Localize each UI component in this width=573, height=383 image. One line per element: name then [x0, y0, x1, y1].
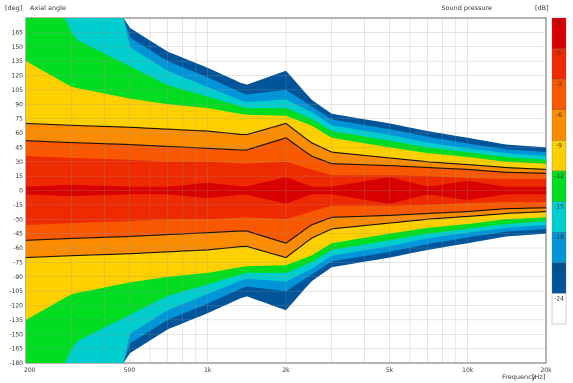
y-tick-label: 120 [12, 73, 24, 80]
y-tick-label: 0 [19, 188, 23, 195]
y-tick-label: 135 [12, 58, 24, 65]
colorbar-label: -24 [554, 295, 564, 302]
y-axis-title: Axial angle [30, 4, 66, 12]
y-tick-label: -30 [13, 216, 23, 223]
y-tick-label: -180 [9, 360, 23, 367]
y-tick-label: -120 [9, 303, 23, 310]
colorbar-label: 3 [557, 20, 561, 27]
x-axis-title: Frequency [502, 373, 536, 381]
x-tick-label: 200 [24, 367, 36, 374]
y-tick-label: 45 [15, 144, 23, 151]
y-tick-label: 15 [15, 173, 23, 180]
colorbar-label: 0 [557, 51, 561, 58]
y-tick-label: -15 [13, 202, 23, 209]
y-tick-label: 90 [15, 101, 23, 108]
y-axis-ticks: 1651501351201059075604530150-15-30-45-60… [9, 29, 23, 367]
y-tick-label: 60 [15, 130, 23, 137]
y-tick-label: -60 [13, 245, 23, 252]
y-tick-label: -150 [9, 331, 23, 338]
x-tick-label: 20k [540, 367, 552, 374]
y-tick-label: -75 [13, 259, 23, 266]
colorbar-label: -3 [556, 81, 562, 88]
y-tick-label: 150 [12, 44, 24, 51]
y-tick-label: -165 [9, 346, 23, 353]
colorbar-swatch [551, 293, 567, 325]
colorbar-title: Sound pressure [441, 4, 492, 12]
y-tick-label: 165 [12, 29, 24, 36]
y-tick-label: -105 [9, 288, 23, 295]
colorbar-label: -6 [556, 112, 562, 119]
colorbar-label: -18 [554, 234, 564, 241]
colorbar-label: -12 [554, 173, 564, 180]
grid [26, 18, 546, 363]
x-tick-label: 10k [462, 367, 474, 374]
x-axis-ticks: 200 500 1k 2k 5k 10k 20k [24, 367, 552, 374]
x-tick-label: 500 [124, 367, 136, 374]
y-tick-label: -135 [9, 317, 23, 324]
colorbar-label: -15 [554, 204, 564, 211]
x-tick-label: 5k [386, 367, 394, 374]
colorbar: 3 0 -3 -6 -9 -12 -15 -18 -21 -24 [551, 17, 567, 325]
colorbar-label: -21 [554, 265, 564, 272]
y-axis-unit: [deg] [5, 4, 22, 12]
colorbar-unit: [dB] [535, 4, 549, 12]
y-tick-label: 30 [15, 159, 23, 166]
y-tick-label: 75 [15, 116, 23, 123]
x-axis-unit: [Hz] [532, 373, 545, 381]
y-tick-label: 105 [12, 87, 24, 94]
y-tick-label: -45 [13, 231, 23, 238]
y-tick-label: -90 [13, 274, 23, 281]
x-tick-label: 2k [282, 367, 290, 374]
x-tick-label: 1k [204, 367, 212, 374]
colorbar-label: -9 [556, 142, 562, 149]
